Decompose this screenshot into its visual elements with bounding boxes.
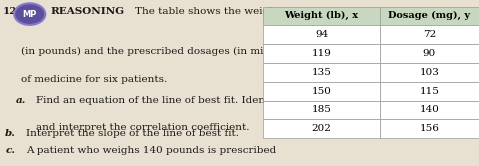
- Text: REASONING: REASONING: [50, 7, 125, 16]
- Text: The table shows the weights: The table shows the weights: [135, 7, 285, 16]
- Text: 12.: 12.: [2, 7, 21, 16]
- Text: c.: c.: [5, 146, 15, 155]
- Text: and interpret the correlation coefficient.: and interpret the correlation coefficien…: [36, 123, 250, 132]
- Text: Interpret the slope of the line of best fit.: Interpret the slope of the line of best …: [26, 129, 239, 138]
- Text: Find an equation of the line of best fit. Identify: Find an equation of the line of best fit…: [36, 96, 283, 105]
- Text: b.: b.: [5, 129, 16, 138]
- Text: A patient who weighs 140 pounds is prescribed: A patient who weighs 140 pounds is presc…: [26, 146, 276, 155]
- Text: a.: a.: [15, 96, 26, 105]
- Text: of medicine for six patients.: of medicine for six patients.: [21, 75, 167, 84]
- Text: MP: MP: [23, 10, 37, 19]
- Text: (in pounds) and the prescribed dosages (in milligrams): (in pounds) and the prescribed dosages (…: [21, 46, 310, 56]
- Ellipse shape: [14, 3, 45, 25]
